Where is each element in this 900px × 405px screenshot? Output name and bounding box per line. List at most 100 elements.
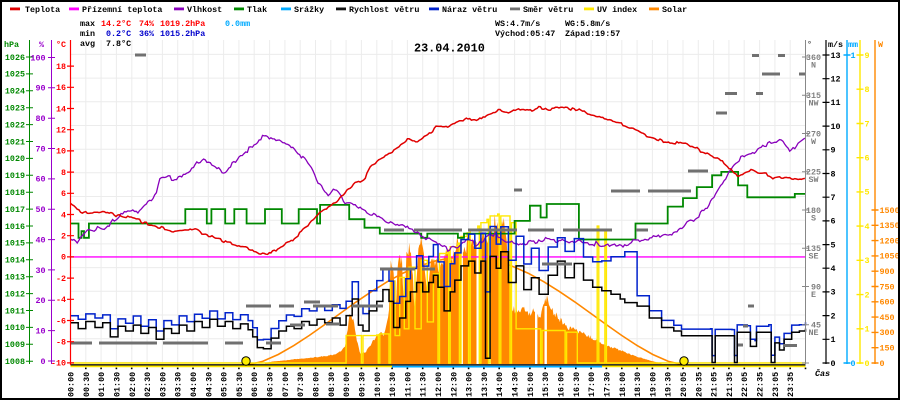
svg-text:0: 0 bbox=[865, 359, 870, 369]
svg-text:450: 450 bbox=[880, 313, 895, 323]
svg-text:1020: 1020 bbox=[5, 154, 25, 164]
svg-text:Čas: Čas bbox=[815, 368, 830, 379]
svg-text:14.2°C: 14.2°C bbox=[101, 19, 131, 29]
svg-text:04:30: 04:30 bbox=[204, 372, 214, 397]
svg-text:01:30: 01:30 bbox=[112, 372, 122, 397]
svg-text:23:05: 23:05 bbox=[771, 372, 781, 397]
svg-text:6: 6 bbox=[865, 153, 870, 163]
svg-text:4: 4 bbox=[61, 210, 66, 220]
svg-text:1: 1 bbox=[831, 335, 836, 345]
svg-text:0: 0 bbox=[40, 357, 45, 367]
svg-text:1350: 1350 bbox=[880, 221, 900, 231]
svg-text:12: 12 bbox=[56, 126, 66, 136]
svg-text:17:00: 17:00 bbox=[587, 372, 597, 397]
svg-text:06:30: 06:30 bbox=[266, 372, 276, 397]
svg-text:°: ° bbox=[807, 40, 812, 50]
svg-text:70: 70 bbox=[35, 144, 45, 154]
svg-text:18: 18 bbox=[56, 62, 66, 72]
svg-text:10: 10 bbox=[35, 326, 45, 336]
svg-text:16: 16 bbox=[56, 83, 66, 93]
svg-text:WS:4.7m/s: WS:4.7m/s bbox=[495, 19, 540, 29]
svg-text:1018: 1018 bbox=[5, 188, 25, 198]
svg-text:90: 90 bbox=[811, 282, 821, 292]
svg-text:300: 300 bbox=[880, 328, 895, 338]
svg-text:05:00: 05:00 bbox=[220, 372, 230, 397]
svg-text:0.0mm: 0.0mm bbox=[225, 19, 250, 29]
svg-text:08:00: 08:00 bbox=[312, 372, 322, 397]
svg-text:45: 45 bbox=[811, 321, 821, 331]
svg-text:1019: 1019 bbox=[5, 171, 25, 181]
svg-text:23.04.2010: 23.04.2010 bbox=[414, 42, 485, 56]
svg-text:14: 14 bbox=[56, 104, 66, 114]
svg-text:SE: SE bbox=[808, 252, 818, 262]
svg-text:Východ:05:47: Východ:05:47 bbox=[495, 29, 555, 39]
svg-text:8: 8 bbox=[831, 169, 836, 179]
svg-text:7: 7 bbox=[831, 193, 836, 203]
svg-text:1014: 1014 bbox=[5, 256, 25, 266]
svg-text:mm: mm bbox=[848, 40, 858, 50]
svg-text:-8: -8 bbox=[56, 338, 66, 348]
svg-text:03:30: 03:30 bbox=[174, 372, 184, 397]
svg-text:22:35: 22:35 bbox=[756, 372, 766, 397]
svg-text:1008: 1008 bbox=[5, 357, 25, 367]
svg-text:1025: 1025 bbox=[5, 70, 25, 80]
svg-text:09:00: 09:00 bbox=[342, 372, 352, 397]
svg-text:S: S bbox=[811, 213, 816, 223]
svg-text:9: 9 bbox=[865, 51, 870, 61]
svg-text:0: 0 bbox=[880, 359, 885, 369]
svg-text:30: 30 bbox=[35, 266, 45, 276]
svg-text:20: 20 bbox=[35, 296, 45, 306]
svg-text:1016: 1016 bbox=[5, 222, 25, 232]
svg-text:12:00: 12:00 bbox=[434, 372, 444, 397]
svg-text:min: min bbox=[80, 29, 95, 39]
svg-text:4: 4 bbox=[865, 222, 870, 232]
svg-text:07:00: 07:00 bbox=[281, 372, 291, 397]
svg-text:Solar: Solar bbox=[662, 5, 687, 15]
svg-text:19:00: 19:00 bbox=[648, 372, 658, 397]
svg-text:Rychlost větru: Rychlost větru bbox=[349, 5, 419, 15]
svg-text:N: N bbox=[811, 60, 816, 70]
svg-text:°C: °C bbox=[56, 40, 66, 50]
svg-text:14:00: 14:00 bbox=[495, 372, 505, 397]
svg-text:11:00: 11:00 bbox=[403, 372, 413, 397]
svg-text:Srážky: Srážky bbox=[294, 5, 324, 15]
svg-text:1: 1 bbox=[865, 325, 870, 335]
svg-text:01:00: 01:00 bbox=[97, 372, 107, 397]
svg-text:Tlak: Tlak bbox=[247, 5, 267, 15]
svg-text:Přízemní teplota: Přízemní teplota bbox=[82, 5, 162, 15]
svg-text:2: 2 bbox=[61, 232, 66, 242]
svg-text:90: 90 bbox=[35, 84, 45, 94]
svg-text:1021: 1021 bbox=[5, 137, 25, 147]
svg-text:avg: avg bbox=[80, 39, 95, 49]
svg-text:750: 750 bbox=[880, 282, 895, 292]
svg-text:15:00: 15:00 bbox=[526, 372, 536, 397]
svg-text:5: 5 bbox=[831, 240, 836, 250]
svg-text:12:30: 12:30 bbox=[449, 372, 459, 397]
svg-text:0: 0 bbox=[831, 359, 836, 369]
svg-text:4: 4 bbox=[831, 264, 836, 274]
svg-text:16:00: 16:00 bbox=[557, 372, 567, 397]
svg-text:10: 10 bbox=[56, 147, 66, 157]
svg-text:m/s: m/s bbox=[828, 40, 843, 50]
svg-text:1026: 1026 bbox=[5, 53, 25, 63]
svg-text:7: 7 bbox=[865, 119, 870, 129]
svg-text:E: E bbox=[811, 290, 816, 300]
svg-text:05:30: 05:30 bbox=[235, 372, 245, 397]
svg-text:Vlhkost: Vlhkost bbox=[187, 5, 222, 15]
svg-text:W: W bbox=[878, 40, 884, 50]
svg-text:80: 80 bbox=[35, 114, 45, 124]
svg-text:1015: 1015 bbox=[5, 239, 25, 249]
svg-text:1017: 1017 bbox=[5, 205, 25, 215]
svg-text:NW: NW bbox=[808, 99, 819, 109]
svg-text:00:30: 00:30 bbox=[82, 372, 92, 397]
svg-text:1015.2hPa: 1015.2hPa bbox=[160, 29, 205, 39]
svg-text:22:05: 22:05 bbox=[740, 372, 750, 397]
svg-text:09:30: 09:30 bbox=[357, 372, 367, 397]
svg-text:%: % bbox=[39, 40, 45, 50]
svg-text:18:00: 18:00 bbox=[618, 372, 628, 397]
svg-text:36%: 36% bbox=[139, 29, 155, 39]
svg-text:-10: -10 bbox=[51, 359, 66, 369]
svg-text:1012: 1012 bbox=[5, 289, 25, 299]
svg-text:16:30: 16:30 bbox=[572, 372, 582, 397]
svg-text:1013: 1013 bbox=[5, 273, 25, 283]
